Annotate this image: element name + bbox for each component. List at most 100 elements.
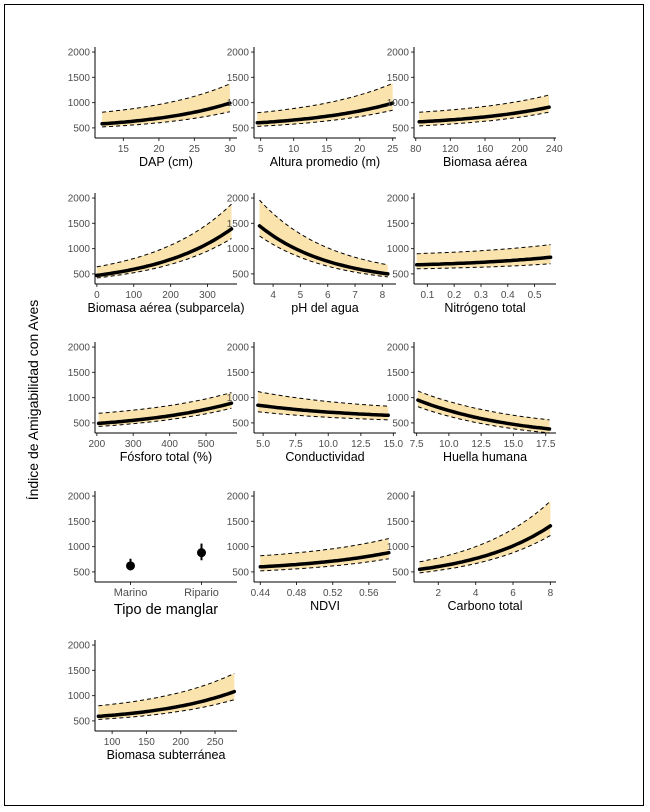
y-tick-label: 1500 [68, 666, 91, 677]
y-tick-label: 1500 [68, 73, 91, 84]
upper-ci-line [416, 244, 551, 255]
x-axis-title: Conductividad [285, 450, 364, 464]
x-tick-label: 0 [94, 290, 100, 301]
confidence-band [419, 501, 551, 573]
y-tick-label: 2000 [227, 343, 250, 354]
y-tick-label: 500 [73, 269, 90, 280]
y-tick-label: 1500 [227, 219, 250, 230]
y-tick-label: 500 [73, 567, 90, 578]
y-tick-label: 1000 [68, 98, 91, 109]
x-tick-label: 6 [325, 290, 331, 301]
upper-ci-line [417, 390, 550, 421]
fit-line [96, 689, 237, 719]
x-axis-title: NDVI [310, 599, 340, 613]
lower-ci-line [259, 235, 388, 278]
lower-ci-line [102, 111, 231, 128]
y-tick-label: 1000 [227, 98, 250, 109]
x-tick-label: 15.0 [384, 439, 404, 450]
y-tick-label: 2000 [68, 641, 91, 652]
figure-frame [4, 4, 644, 806]
x-tick-label: 8 [380, 290, 386, 301]
x-axis-title: Biomasa aérea (subparcela) [87, 301, 244, 315]
x-tick-label: 8 [548, 588, 554, 599]
x-tick-label: 10 [288, 144, 300, 155]
confidence-band [98, 673, 235, 720]
x-axis-title: pH del agua [291, 301, 358, 315]
y-tick-label: 500 [73, 123, 90, 134]
y-tick-label: 1500 [387, 73, 410, 84]
y-tick-label: 500 [73, 418, 90, 429]
x-tick-label: 100 [104, 737, 121, 748]
fit-line [414, 255, 553, 267]
x-axis-title: Nitrógeno total [444, 301, 525, 315]
y-tick-label: 500 [232, 418, 249, 429]
panel-8: 500 1000 1500 2000 5.0 7.5 10.0 12.5 15.0 Conduct… [227, 342, 404, 464]
upper-ci-line [257, 82, 393, 114]
confidence-band [417, 391, 550, 433]
y-tick-label: 2000 [68, 492, 91, 503]
panel-1: 500 1000 1500 2000 15 20 25 30 DAP (cm) [68, 47, 237, 169]
y-tick-label: 1000 [227, 393, 250, 404]
x-tick-label: 5 [298, 290, 304, 301]
x-tick-label: 2 [436, 588, 442, 599]
x-tick-label: 17.5 [536, 439, 556, 450]
x-tick-label: 0.56 [359, 588, 379, 599]
x-axis-title: DAP (cm) [139, 155, 193, 169]
x-tick-label: Marino [114, 587, 148, 599]
confidence-band [257, 83, 393, 127]
y-tick-label: 2000 [227, 492, 250, 503]
x-tick-label: 0.44 [251, 588, 271, 599]
upper-ci-line [259, 199, 388, 266]
y-tick-label: 2000 [387, 48, 410, 59]
y-tick-label: 500 [392, 567, 409, 578]
upper-ci-line [260, 538, 389, 557]
panel-6: 500 1000 1500 2000 0.1 0.2 0.3 0.4 0.5Nitrógeno … [387, 193, 556, 315]
y-tick-label: 2000 [68, 48, 91, 59]
panel-12: 500 1000 1500 2000 2 4 6 8 Carbono total [387, 491, 556, 613]
x-tick-label: 0.3 [474, 290, 488, 301]
x-tick-label: 15 [118, 144, 130, 155]
lower-ci-line [260, 558, 389, 572]
y-tick-label: 2000 [227, 194, 250, 205]
y-tick-label: 1000 [227, 244, 250, 255]
y-tick-label: 1000 [387, 393, 410, 404]
x-axis-title: Carbono total [447, 599, 522, 613]
x-axis-title: Huella humana [443, 450, 527, 464]
fit-line [96, 401, 234, 426]
x-tick-label: 200 [162, 290, 179, 301]
x-tick-label: 150 [138, 737, 155, 748]
lower-ci-line [257, 109, 393, 127]
x-axis-title: Tipo de manglar [114, 602, 218, 618]
fit-line [258, 550, 391, 569]
x-axis-title: Biomasa subterránea [107, 748, 226, 762]
x-tick-label: 20 [354, 144, 366, 155]
x-tick-label: 5.0 [256, 439, 270, 450]
x-tick-label: 400 [161, 439, 178, 450]
x-tick-label: 20 [153, 144, 165, 155]
fit-line [95, 227, 234, 278]
y-tick-label: 1500 [387, 517, 410, 528]
x-tick-label: 7 [352, 290, 358, 301]
upper-ci-line [102, 83, 231, 113]
y-tick-label: 2000 [68, 194, 91, 205]
fit-line [100, 101, 232, 126]
y-tick-label: 1500 [387, 368, 410, 379]
lower-ci-line [98, 699, 235, 720]
x-tick-label: 25 [387, 144, 399, 155]
x-tick-label: 200 [172, 737, 189, 748]
y-tick-label: 1000 [387, 542, 410, 553]
x-tick-label: 0.1 [420, 290, 434, 301]
x-tick-label: 0.52 [323, 588, 343, 599]
panel-3: 500 1000 1500 2000 80 120 160 200 240 Biomasa aér… [387, 47, 563, 169]
fit-line [416, 398, 552, 431]
y-tick-label: 500 [73, 716, 90, 727]
x-tick-label: 250 [207, 737, 224, 748]
y-axis-title: Índice de Amigabilidad con Aves [25, 300, 41, 501]
y-tick-label: 500 [232, 123, 249, 134]
y-tick-label: 1500 [227, 517, 250, 528]
upper-ci-line [419, 94, 550, 113]
confidence-band [102, 83, 230, 127]
